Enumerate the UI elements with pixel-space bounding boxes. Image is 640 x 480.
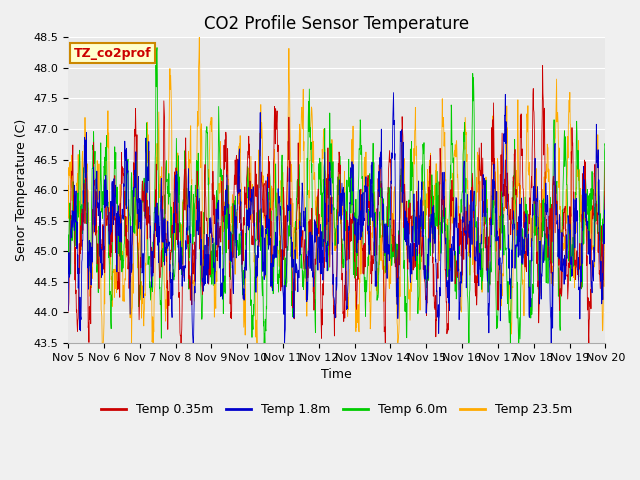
Legend: Temp 0.35m, Temp 1.8m, Temp 6.0m, Temp 23.5m: Temp 0.35m, Temp 1.8m, Temp 6.0m, Temp 2…	[96, 398, 577, 421]
Y-axis label: Senor Temperature (C): Senor Temperature (C)	[15, 119, 28, 261]
Title: CO2 Profile Sensor Temperature: CO2 Profile Sensor Temperature	[204, 15, 469, 33]
X-axis label: Time: Time	[321, 368, 352, 381]
Text: TZ_co2prof: TZ_co2prof	[74, 47, 151, 60]
